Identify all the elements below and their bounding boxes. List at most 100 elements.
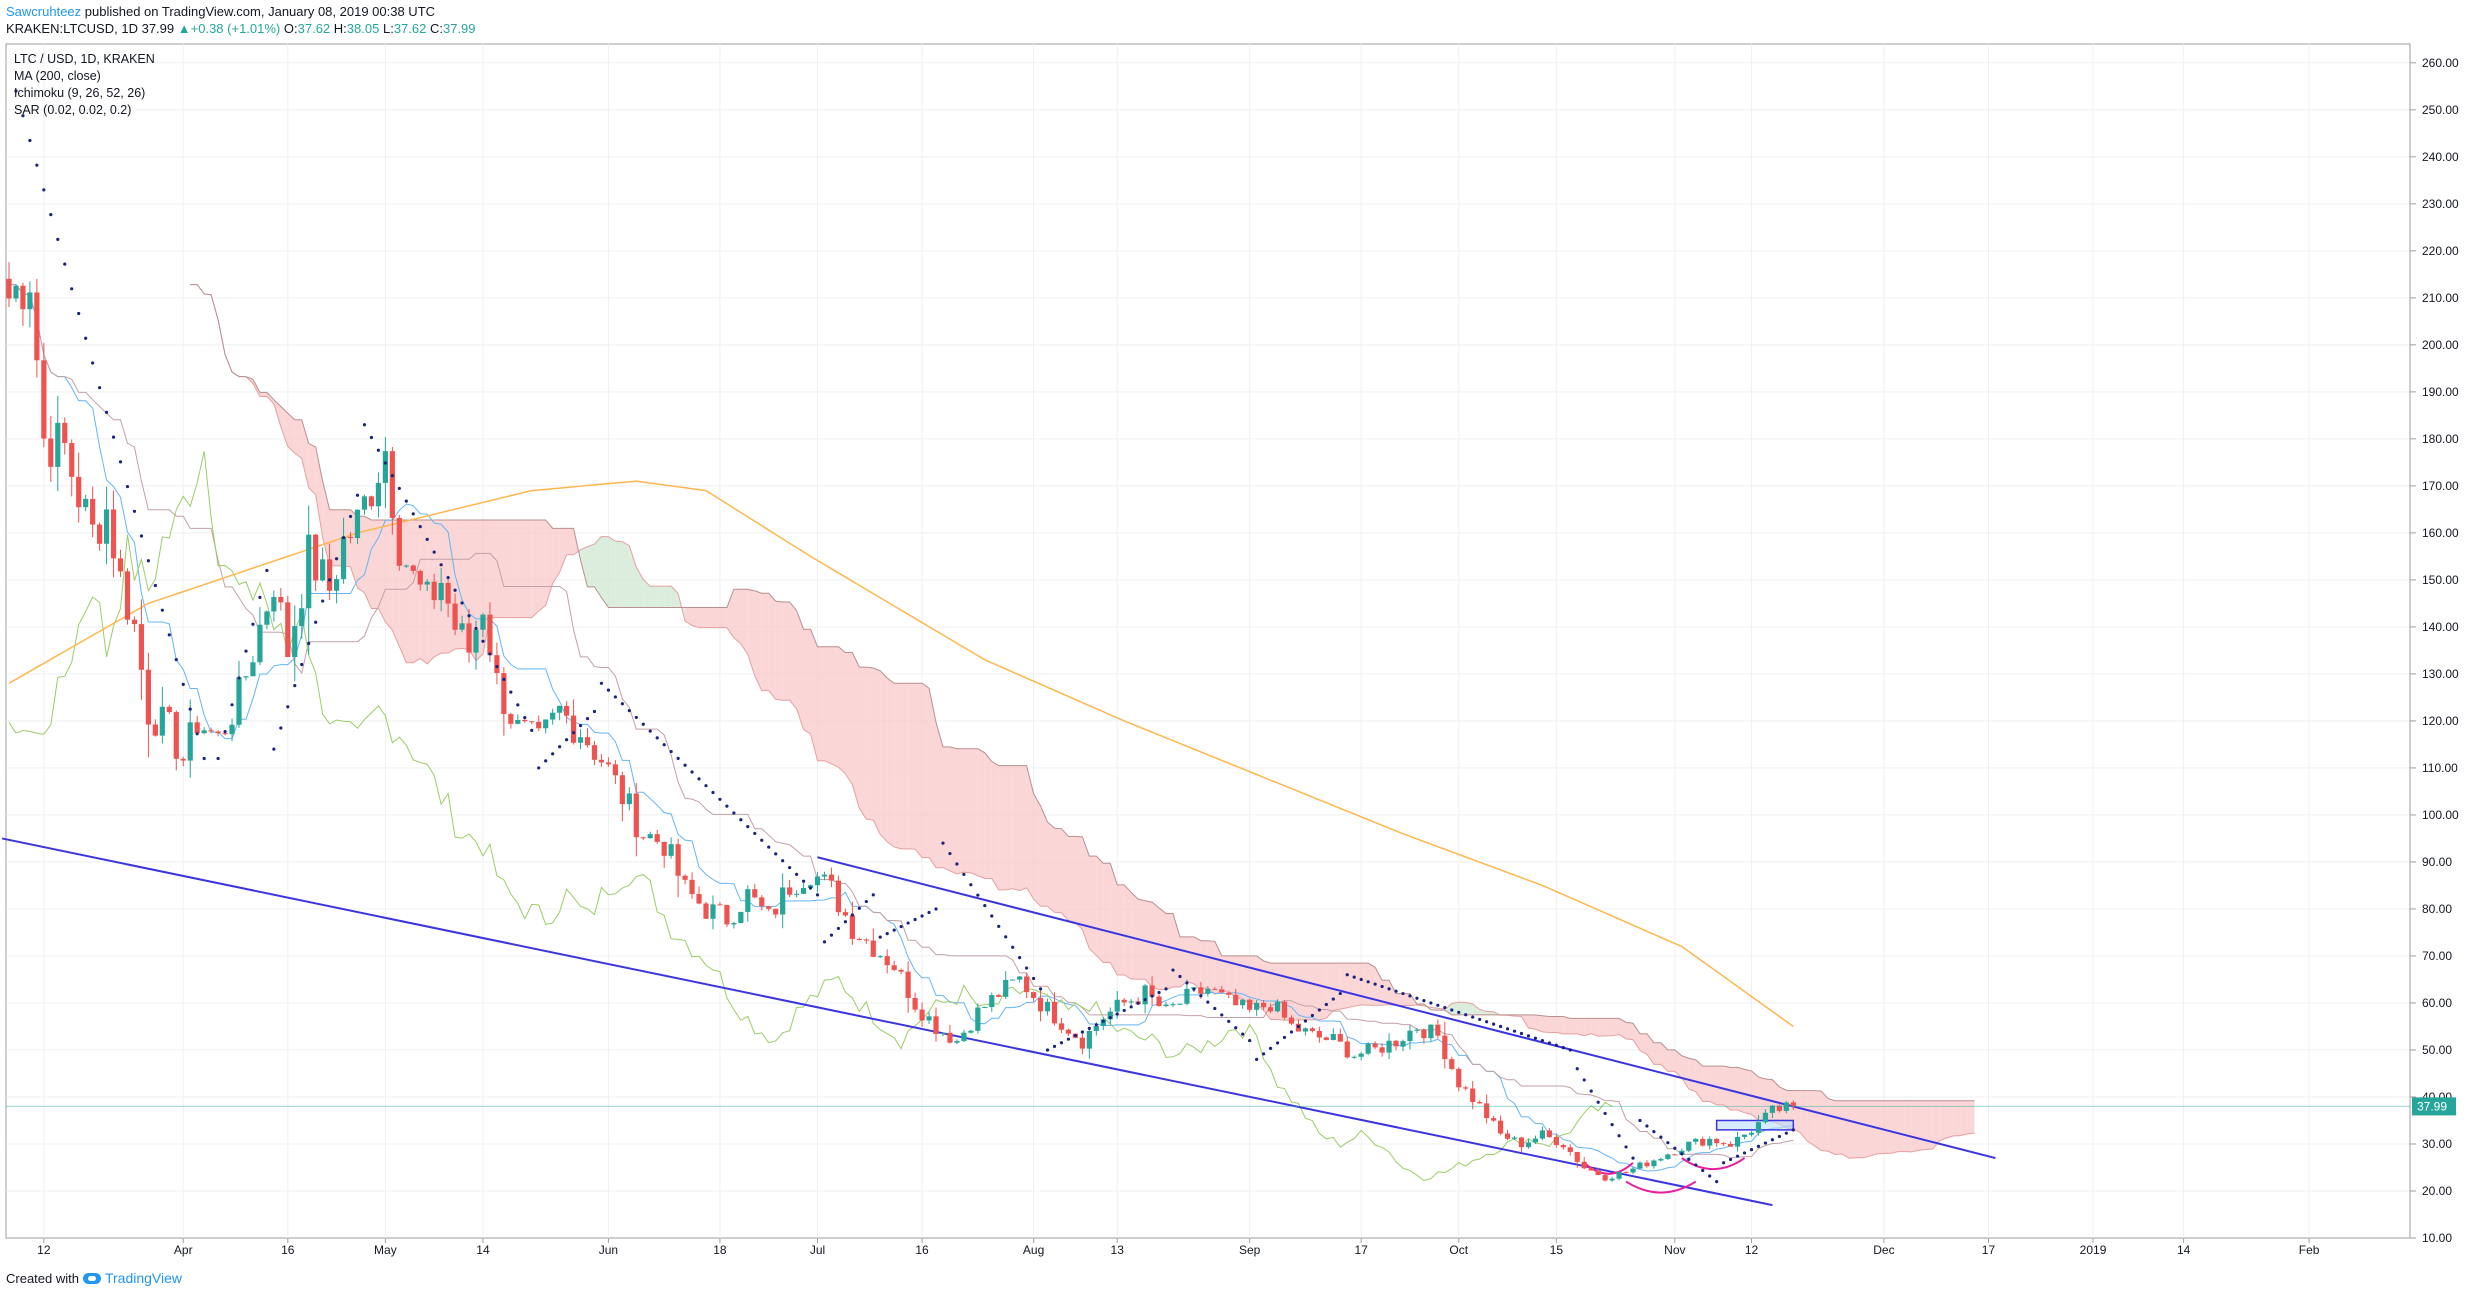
candle-body	[1762, 1112, 1769, 1123]
sar-dot	[1596, 1100, 1600, 1104]
sar-dot	[91, 361, 95, 365]
y-tick-label: 220.00	[2422, 244, 2459, 258]
candle-body	[1504, 1133, 1511, 1139]
candle-body	[522, 719, 528, 722]
candle-body	[173, 712, 179, 759]
author-link[interactable]: Sawcruhteez	[6, 4, 82, 19]
candle-body	[1337, 1034, 1343, 1042]
candle-body	[76, 476, 82, 508]
cloud-segment	[922, 683, 930, 858]
cloud-segment	[1347, 963, 1355, 1008]
cloud-segment	[963, 748, 971, 873]
candle-body	[724, 904, 730, 925]
sar-dot	[1464, 1013, 1468, 1017]
candle-body	[738, 911, 744, 923]
sar-dot	[258, 595, 262, 599]
sar-dot	[1338, 991, 1342, 996]
parabolic-sar	[14, 89, 1795, 1184]
candle-body	[494, 655, 500, 674]
candle-body	[257, 624, 263, 663]
candle-body	[1316, 1030, 1322, 1038]
sar-dot	[453, 588, 457, 592]
cloud-segment	[1584, 1018, 1592, 1036]
cloud-segment	[692, 607, 700, 628]
grid	[6, 44, 2410, 1238]
sar-dot	[265, 568, 269, 573]
sar-dot	[767, 845, 771, 849]
y-tick-label: 30.00	[2422, 1137, 2452, 1151]
candle-body	[236, 677, 242, 725]
sar-dot	[808, 886, 813, 890]
candle-body	[124, 571, 131, 620]
cloud-segment	[1619, 1018, 1627, 1039]
candle-body	[1344, 1041, 1350, 1058]
sar-dot	[857, 906, 861, 910]
candle-body	[605, 762, 612, 765]
candle-body	[1769, 1105, 1776, 1113]
sar-dot	[1052, 1044, 1057, 1048]
y-tick-label: 180.00	[2422, 432, 2459, 446]
candle-body	[1044, 1001, 1051, 1012]
sar-dot	[1178, 974, 1182, 979]
candle-body	[633, 793, 639, 838]
x-tick-label: 13	[1111, 1243, 1125, 1257]
sar-dot	[1735, 1154, 1740, 1158]
candle-body	[828, 874, 835, 881]
sar-dot	[495, 665, 499, 669]
cloud-segment	[1960, 1100, 1968, 1136]
cloud-segment	[462, 519, 470, 650]
cloud-segment	[1089, 856, 1097, 956]
candle-body	[696, 894, 702, 904]
cloud-segment	[441, 519, 449, 654]
change-value: +0.38 (+1.01%)	[190, 21, 281, 36]
price-axis[interactable]: 10.0020.0030.0040.0050.0060.0070.0080.00…	[6, 44, 2459, 1245]
candle-body	[438, 582, 444, 601]
candle-body	[1588, 1168, 1594, 1171]
cloud-segment	[936, 722, 943, 868]
cloud-segment	[977, 748, 985, 879]
candle-body	[278, 596, 284, 603]
candle-body	[27, 292, 33, 310]
candle-body	[34, 292, 40, 361]
sar-dot	[1275, 1041, 1280, 1045]
cloud-segment	[1591, 1018, 1599, 1037]
time-axis[interactable]: 12 Apr 16 May 14 Jun 18 Jul 16 Aug 13 Sep 17 Oct 15 Nov…	[37, 1238, 2320, 1257]
x-tick-label: Oct	[1449, 1243, 1468, 1257]
y-tick-label: 190.00	[2422, 385, 2459, 399]
cloud-segment	[887, 678, 895, 847]
cloud-segment	[1535, 1014, 1543, 1032]
rounding-bottom-arc	[1681, 1157, 1746, 1170]
candle-body	[1567, 1147, 1573, 1152]
sar-dot	[1080, 1030, 1084, 1034]
cloud-segment	[908, 683, 916, 850]
sar-dot	[606, 688, 611, 692]
sar-dot	[202, 756, 206, 761]
candle-body	[222, 733, 228, 735]
x-tick-label: Dec	[1873, 1243, 1894, 1257]
candle-body	[1518, 1137, 1525, 1148]
candle-body	[1616, 1171, 1622, 1179]
sar-dot	[662, 743, 666, 747]
tradingview-brand[interactable]: TradingView	[104, 1270, 183, 1286]
candle-body	[1267, 1007, 1274, 1012]
sar-dot	[1498, 1024, 1503, 1029]
sar-dot	[1784, 1131, 1788, 1135]
sar-dot	[1791, 1128, 1795, 1132]
candle-body	[1212, 988, 1218, 990]
sar-dot	[1387, 987, 1391, 991]
cloud-segment	[929, 688, 937, 868]
cloud-segment	[712, 607, 720, 628]
sar-dot	[1241, 1032, 1245, 1036]
sar-dot	[544, 759, 548, 763]
candle-body	[1037, 997, 1044, 1012]
last-price-label: 37.99	[2417, 1099, 2447, 1113]
cloud-segment	[517, 519, 525, 618]
cloud-segment	[685, 607, 693, 626]
sar-dot	[1157, 990, 1161, 995]
y-tick-label: 210.00	[2422, 291, 2459, 305]
y-tick-label: 20.00	[2422, 1184, 2452, 1198]
cloud-segment	[1005, 765, 1013, 890]
candle-body	[452, 603, 458, 630]
sar-dot	[1749, 1148, 1754, 1152]
